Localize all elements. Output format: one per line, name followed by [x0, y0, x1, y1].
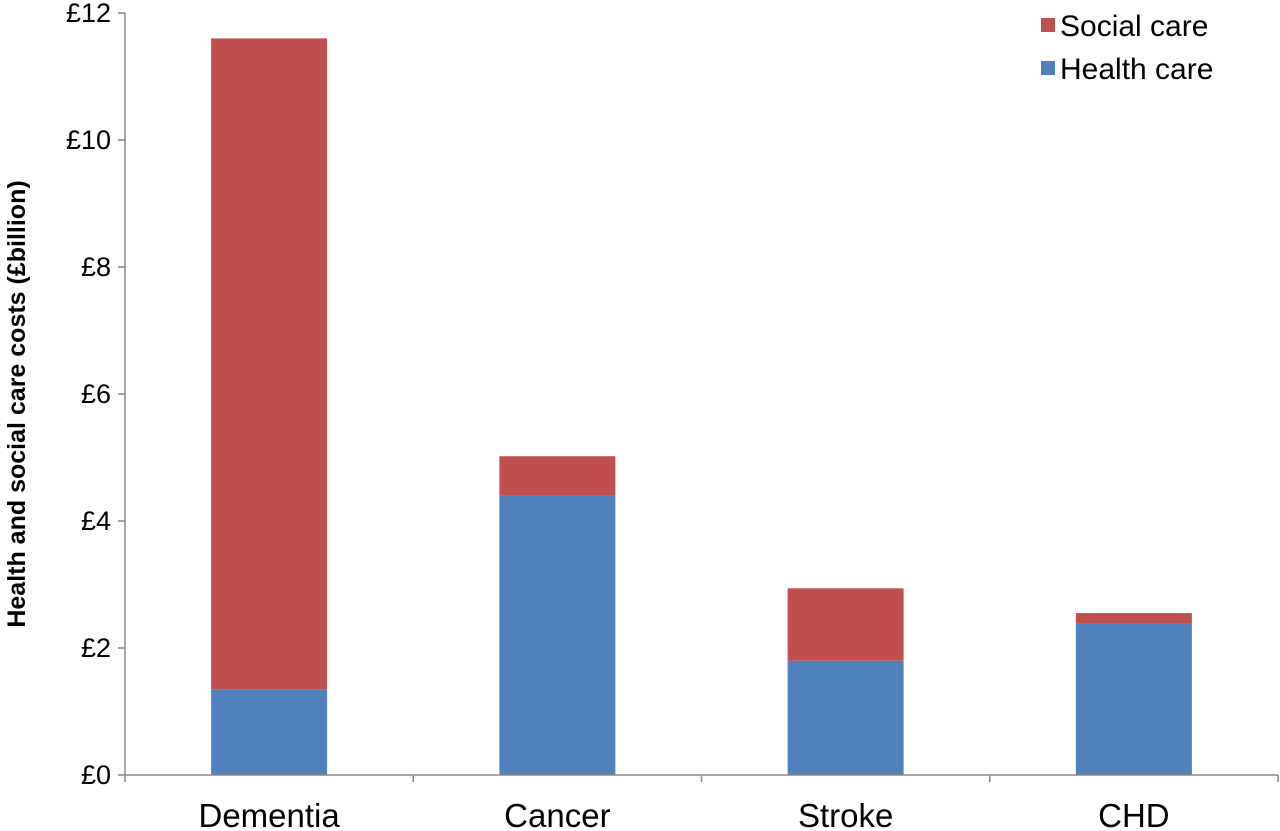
y-axis-title: Health and social care costs (£billion) — [3, 180, 31, 627]
bar-social-care — [1075, 613, 1192, 624]
bars — [211, 38, 1192, 775]
x-axis-categories: Dementia Cancer Stroke CHD — [124, 775, 1279, 831]
y-tick-label: £12 — [66, 0, 111, 28]
legend-label-social-care: Social care — [1060, 10, 1208, 43]
legend: Social care Health care — [1041, 10, 1213, 86]
y-tick-label: £2 — [81, 633, 111, 663]
legend-swatch-health-care — [1041, 61, 1055, 75]
bar-health-care — [499, 495, 616, 775]
legend-label-health-care: Health care — [1060, 53, 1213, 86]
x-category-label: CHD — [1098, 797, 1170, 831]
y-tick-label: £0 — [81, 760, 111, 790]
bar-health-care — [1075, 623, 1192, 775]
bar-social-care — [499, 456, 616, 496]
bar-health-care — [787, 660, 904, 775]
bar-health-care — [211, 689, 328, 775]
x-category-label: Stroke — [798, 797, 893, 831]
bar-social-care — [211, 38, 328, 690]
x-category-label: Dementia — [199, 797, 341, 831]
bar-social-care — [787, 588, 904, 661]
legend-swatch-social-care — [1041, 18, 1055, 32]
y-tick-label: £10 — [66, 125, 111, 155]
y-tick-label: £6 — [81, 379, 111, 409]
x-category-label: Cancer — [504, 797, 610, 831]
y-tick-label: £4 — [81, 506, 111, 536]
y-axis-ticks: £0 £2 £4 £6 £8 £10 £12 — [66, 0, 125, 790]
y-tick-label: £8 — [81, 252, 111, 282]
